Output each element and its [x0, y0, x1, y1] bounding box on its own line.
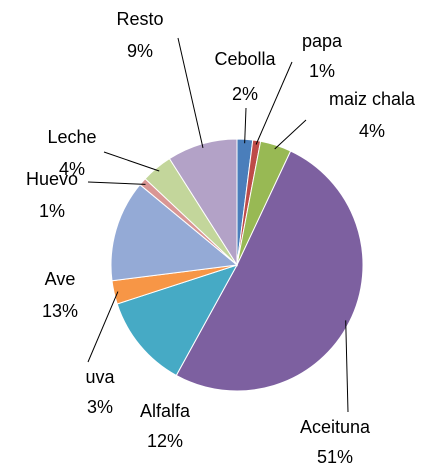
slice-label: Cebolla	[214, 49, 276, 69]
leader-line	[255, 61, 293, 145]
slice-label: Huevo	[26, 169, 78, 189]
slice-label: Leche	[47, 127, 96, 147]
slice-value-label: 12%	[147, 431, 183, 451]
slice-label: Resto	[116, 9, 163, 29]
pie-slice	[175, 150, 364, 392]
slice-value-label: 1%	[309, 61, 335, 81]
slice-label: Alfalfa	[140, 401, 191, 421]
slice-value-label: 4%	[59, 159, 85, 179]
leader-line	[345, 320, 349, 413]
slice-value-label: 9%	[127, 41, 153, 61]
leader-line	[103, 151, 160, 172]
slice-label: Aceituna	[300, 417, 371, 437]
slice-label: uva	[85, 367, 115, 387]
slice-value-label: 4%	[359, 121, 385, 141]
slice-value-label: 13%	[42, 301, 78, 321]
leader-line	[274, 119, 307, 150]
leader-line	[244, 107, 247, 144]
slice-label: papa	[302, 31, 343, 51]
slice-value-label: 3%	[87, 397, 113, 417]
pie-slice	[110, 183, 239, 282]
leader-line	[177, 37, 204, 148]
slice-value-label: 1%	[39, 201, 65, 221]
slice-value-label: 2%	[232, 84, 258, 104]
leader-line	[87, 181, 146, 185]
slice-label: Ave	[45, 269, 76, 289]
slice-value-label: 51%	[317, 447, 353, 467]
pie-slice	[116, 264, 239, 377]
leader-line	[87, 291, 119, 363]
slice-label: maiz chala	[329, 89, 416, 109]
